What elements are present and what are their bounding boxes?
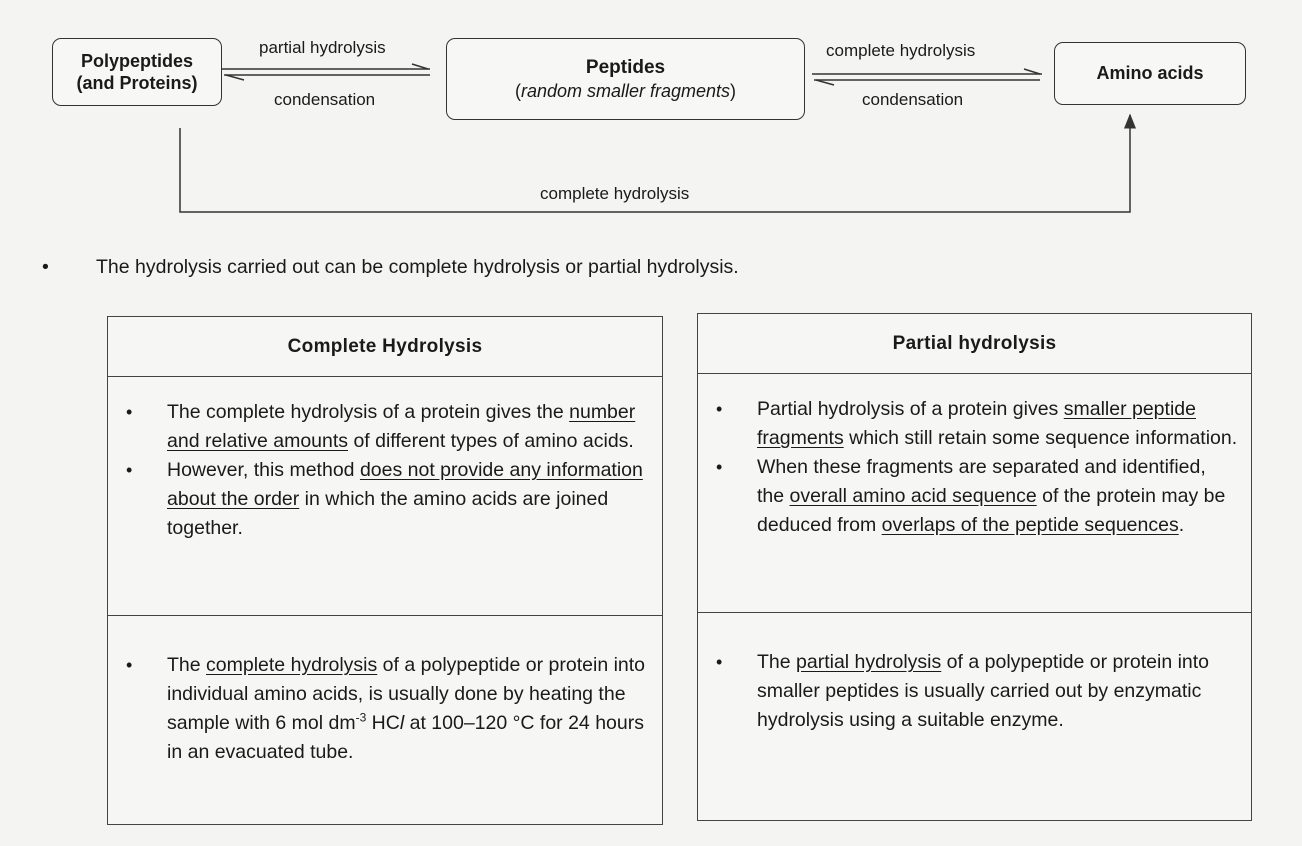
peptides-label: Peptides bbox=[585, 56, 666, 78]
edge-label-complete-hydrolysis: complete hydrolysis bbox=[826, 41, 976, 60]
complete-hydrolysis-table: Complete Hydrolysis The complete hydroly… bbox=[107, 316, 663, 825]
complete-info-cell: The complete hydrolysis of a protein giv… bbox=[107, 376, 663, 616]
partial-method-cell: The partial hydrolysis of a polypeptide … bbox=[697, 612, 1252, 821]
partial-bullet-2: When these fragments are separated and i… bbox=[699, 453, 1250, 540]
complete-method-cell: The complete hydrolysis of a polypeptide… bbox=[107, 615, 663, 825]
complete-heading: Complete Hydrolysis bbox=[107, 316, 663, 377]
complete-bullet-1: The complete hydrolysis of a protein giv… bbox=[109, 398, 661, 456]
bullet-dot: • bbox=[42, 256, 49, 278]
edge-label-complete-hydrolysis-bottom: complete hydrolysis bbox=[540, 184, 690, 203]
partial-method-bullet: The partial hydrolysis of a polypeptide … bbox=[699, 648, 1250, 735]
intro-bullet: • The hydrolysis carried out can be compl… bbox=[42, 256, 739, 279]
peptides-subtitle: (random smaller fragments) bbox=[514, 80, 737, 101]
edge-label-partial-hydrolysis: partial hydrolysis bbox=[259, 38, 386, 57]
partial-bullet-1: Partial hydrolysis of a protein gives sm… bbox=[699, 395, 1250, 453]
direct-hydrolysis-path bbox=[179, 113, 1136, 213]
peptides-node: Peptides (random smaller fragments) bbox=[446, 38, 805, 120]
edge-label-condensation-2: condensation bbox=[862, 90, 964, 109]
reaction-arrows bbox=[179, 63, 1136, 213]
partial-heading: Partial hydrolysis bbox=[697, 313, 1252, 374]
complete-bullet-2: However, this method does not provide an… bbox=[109, 456, 661, 543]
amino-acids-node: Amino acids bbox=[1054, 42, 1246, 105]
complete-method-bullet: The complete hydrolysis of a polypeptide… bbox=[109, 651, 661, 767]
amino-acids-label: Amino acids bbox=[1096, 63, 1204, 84]
proteins-label: (and Proteins) bbox=[76, 73, 198, 93]
partial-info-cell: Partial hydrolysis of a protein gives sm… bbox=[697, 373, 1252, 613]
edge-label-condensation: condensation bbox=[274, 90, 376, 109]
partial-hydrolysis-table: Partial hydrolysis Partial hydrolysis of… bbox=[697, 313, 1252, 821]
polypeptides-label: Polypeptides bbox=[80, 50, 194, 71]
polypeptides-node: Polypeptides (and Proteins) bbox=[52, 38, 222, 106]
intro-text: The hydrolysis carried out can be comple… bbox=[96, 256, 739, 278]
